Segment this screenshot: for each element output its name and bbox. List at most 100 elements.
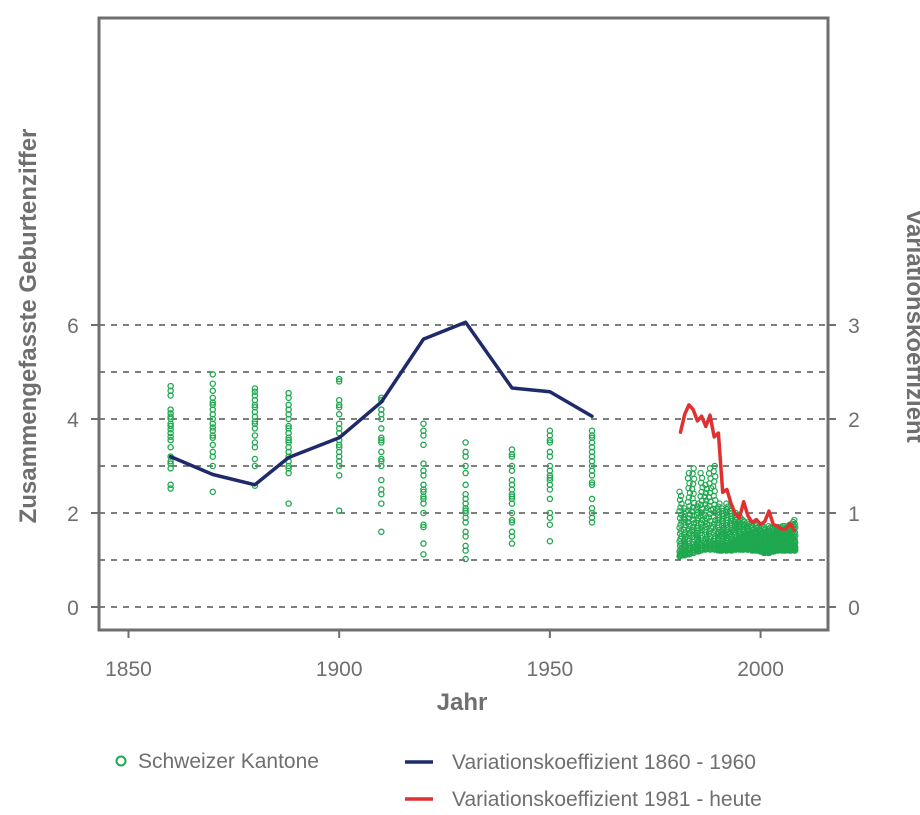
scatter-point	[723, 506, 731, 513]
scatter-point	[378, 476, 385, 484]
scatter-point	[378, 436, 385, 444]
scatter-point	[335, 403, 343, 411]
y-right-tick-label: 2	[848, 409, 860, 432]
scatter-point	[209, 427, 217, 434]
scatter-point	[678, 500, 685, 507]
scatter-point	[378, 406, 385, 413]
scatter-point	[685, 507, 692, 514]
scatter-point	[335, 375, 343, 383]
scatter-point	[251, 439, 259, 446]
scatter-point	[335, 472, 343, 479]
scatter-point	[546, 509, 554, 517]
scatter-point	[588, 479, 596, 486]
scatter-point	[546, 495, 554, 503]
scatter-point	[420, 467, 427, 474]
scatter-point	[588, 495, 596, 503]
scatter-point	[462, 507, 469, 514]
y-left-tick-label: 2	[67, 503, 79, 526]
legend: Schweizer Kantone Variationskoeffizient …	[115, 750, 762, 811]
scatter-point	[285, 500, 292, 507]
scatter-point	[167, 382, 174, 390]
scatter-point	[714, 506, 721, 513]
scatter-point	[685, 526, 692, 533]
scatter-point	[791, 536, 798, 544]
scatter-point	[689, 470, 696, 477]
scatter-point	[702, 489, 709, 497]
scatter-point	[335, 507, 343, 514]
scatter-point	[677, 492, 685, 500]
scatter-point	[462, 439, 469, 446]
scatter-point	[508, 519, 516, 526]
y-left-tick-label: 6	[67, 315, 79, 338]
scatter-point	[335, 396, 343, 404]
scatter-point	[715, 503, 722, 510]
scatter-point	[209, 441, 217, 449]
scatter-point	[378, 425, 385, 432]
scatter-point	[251, 392, 259, 399]
scatter-point	[420, 481, 427, 489]
scatter-point	[209, 462, 217, 470]
scatter-point	[546, 537, 554, 545]
x-tick-label: 1950	[527, 658, 574, 681]
scatter-point	[251, 455, 259, 463]
axis-ticks: 1850 1900 1950 2000 0 2 4 6 0 1 2 3	[67, 315, 860, 681]
scatter-point	[462, 469, 469, 477]
y-right-tick-label: 3	[848, 315, 860, 338]
scatter-point	[167, 422, 174, 430]
scatter-point	[546, 427, 554, 434]
scatter-point	[167, 481, 174, 489]
scatter-point	[711, 462, 718, 470]
x-tick-label: 2000	[737, 658, 784, 681]
series-line-2	[678, 403, 797, 532]
scatter-point	[167, 460, 174, 467]
scatter-point	[167, 413, 174, 420]
scatter-point	[167, 410, 174, 417]
scatter-point	[335, 378, 343, 385]
scatter-point	[420, 488, 427, 496]
y-right-tick-label: 1	[848, 503, 860, 526]
scatter-point	[588, 427, 596, 434]
scatter-point	[462, 528, 469, 536]
scatter-point	[251, 388, 259, 395]
scatter-point	[677, 504, 684, 511]
scatter-point	[285, 436, 292, 444]
scatter-point	[420, 523, 427, 531]
scatter-point	[209, 401, 217, 409]
scatter-point	[698, 526, 705, 533]
scatter-point	[335, 420, 343, 427]
y-left-tick-label: 0	[67, 597, 79, 620]
legend-label-series2: Variationskoeffizient 1981 - heute	[452, 788, 762, 811]
scatter-point	[462, 490, 469, 498]
scatter-point	[462, 555, 469, 563]
scatter-point	[508, 476, 516, 484]
scatter-point	[508, 446, 516, 453]
scatter-point	[209, 371, 217, 378]
scatter-point	[378, 458, 385, 465]
scatter-point	[378, 455, 385, 463]
scatter-point	[209, 394, 217, 402]
scatter-point	[693, 506, 700, 513]
scatter-point	[420, 427, 427, 434]
scatter-point	[697, 493, 704, 500]
y-left-tick-label: 4	[67, 409, 79, 432]
scatter-point	[209, 424, 217, 431]
scatter-point	[684, 474, 692, 482]
scatter-point	[508, 509, 516, 517]
x-tick-label: 1850	[105, 658, 152, 681]
scatter-point	[685, 515, 693, 522]
scatter-point	[684, 519, 692, 526]
scatter-point	[546, 439, 554, 446]
scatter-point	[420, 460, 427, 467]
scatter-point	[167, 443, 174, 451]
scatter-point	[690, 475, 698, 483]
y-axis-right-title: Variationskoeffizient	[901, 209, 920, 442]
scatter-point	[251, 462, 259, 470]
scatter-point	[378, 486, 385, 493]
scatter-point	[462, 481, 469, 489]
scatter-point	[712, 473, 719, 480]
scatter-point	[697, 501, 705, 508]
x-tick-label: 1900	[316, 658, 363, 681]
scatter-point	[676, 496, 684, 504]
scatter-point	[285, 401, 292, 409]
